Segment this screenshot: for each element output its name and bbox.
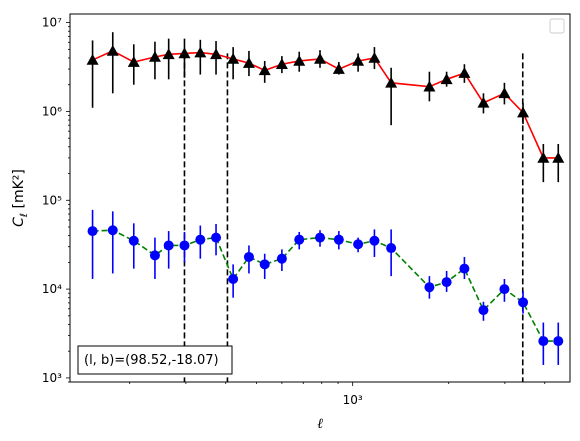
series-0-point-17	[385, 76, 398, 88]
svg-text:Cℓ [mK²]: Cℓ [mK²]	[11, 169, 30, 227]
series-1-point-14	[333, 234, 344, 245]
series-1-point-13	[315, 232, 326, 243]
series-0-point-9	[242, 57, 255, 68]
annotation-text: (l, b)=(98.52,-18.07)	[84, 353, 219, 368]
series-0-point-5	[178, 47, 191, 59]
series-1-point-22	[499, 284, 510, 295]
y-tick-label-2: 10⁵	[42, 193, 62, 207]
series-0-point-11	[275, 58, 288, 70]
y-tick-label-1: 10⁴	[42, 282, 62, 296]
series-1-point-20	[459, 263, 470, 274]
series-0-point-19	[440, 73, 453, 85]
series-0-point-13	[314, 52, 327, 64]
series-0-point-10	[258, 64, 271, 76]
y-tick-label-4: 10⁷	[42, 16, 62, 30]
series-1-point-10	[259, 259, 270, 270]
series-1-point-9	[243, 251, 254, 262]
series-1-line	[92, 229, 559, 342]
series-0-line	[92, 50, 559, 159]
annotation-box: (l, b)=(98.52,-18.07)	[77, 345, 233, 375]
x-axis-label: ℓ	[317, 416, 323, 432]
series-0-point-4	[162, 48, 175, 60]
series-0-point-2	[127, 56, 140, 67]
series-1-point-11	[276, 253, 287, 264]
series-1-point-16	[369, 235, 380, 246]
series-1-point-12	[294, 234, 305, 245]
series-1-point-25	[553, 336, 564, 347]
series-0-point-3	[148, 51, 161, 62]
y-axis-label-sub: ℓ	[19, 213, 30, 217]
series-0-point-7	[210, 48, 223, 60]
series-1-point-3	[149, 250, 160, 261]
axes: 10³ 10⁴ 10⁵ 10⁶ 10⁷ 10³	[42, 16, 546, 407]
series-0-point-0	[86, 53, 99, 65]
series-1	[87, 209, 564, 365]
series-1-point-23	[518, 297, 529, 308]
series-0-point-6	[194, 46, 207, 58]
series-0-point-22	[498, 87, 511, 99]
series-0-point-21	[477, 96, 490, 108]
series-1-point-24	[538, 336, 549, 347]
series-1-point-1	[107, 225, 118, 236]
series-0-point-18	[423, 80, 436, 92]
axes-frame	[69, 13, 571, 383]
y-tick-label-3: 10⁶	[42, 104, 62, 118]
y-axis-label-main: C	[11, 217, 27, 227]
series-1-point-5	[179, 240, 190, 251]
series-1-point-4	[163, 240, 174, 251]
series-1-point-17	[386, 243, 397, 254]
series-1-point-0	[87, 226, 98, 237]
series-0-point-12	[293, 54, 306, 66]
series-1-point-18	[424, 282, 435, 293]
series-0-point-1	[106, 44, 119, 56]
series-0-point-20	[458, 67, 471, 78]
series-0-point-15	[352, 54, 365, 66]
series-1-point-8	[228, 273, 239, 284]
series-0-point-14	[332, 63, 345, 74]
series-1-point-7	[211, 232, 222, 243]
legend-box	[549, 18, 565, 34]
y-axis-label-units: [mK²]	[11, 169, 27, 208]
legend-frame	[549, 18, 565, 34]
series-1-point-21	[478, 305, 489, 316]
series-1-point-2	[128, 235, 139, 246]
annotation-frame	[77, 345, 233, 375]
series-0-point-16	[368, 51, 381, 63]
series-0-point-23	[517, 106, 530, 118]
y-axis-label: Cℓ [mK²]	[11, 169, 30, 227]
x-tick-label-0: 10³	[343, 393, 363, 407]
y-tick-label-0: 10³	[42, 371, 62, 385]
series-1-point-15	[353, 239, 364, 250]
series-0-point-24	[537, 151, 550, 163]
series-0-point-8	[227, 52, 240, 64]
plot-area	[86, 32, 565, 382]
series-0-point-25	[552, 151, 565, 163]
series-1-point-6	[195, 234, 206, 245]
series-0	[86, 32, 565, 183]
series-1-point-19	[441, 277, 452, 288]
